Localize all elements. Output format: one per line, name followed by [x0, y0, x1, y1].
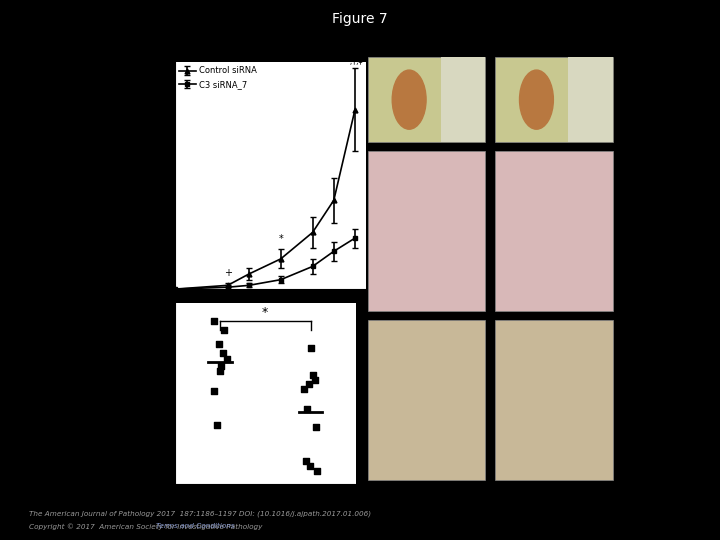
Point — [218, 326, 230, 334]
Point — [305, 344, 316, 353]
X-axis label: Time (days): Time (days) — [241, 313, 299, 323]
Circle shape — [520, 70, 554, 129]
Bar — [368, 320, 485, 480]
Text: +: + — [224, 268, 232, 278]
Text: *,†,‡: *,†,‡ — [347, 57, 363, 66]
Point — [208, 316, 220, 325]
Text: C3 siRNA_7: C3 siRNA_7 — [528, 44, 580, 53]
Text: A: A — [144, 38, 155, 52]
Point — [304, 462, 315, 470]
Point — [303, 380, 315, 389]
Bar — [495, 57, 613, 142]
Point — [307, 371, 319, 380]
Text: The American Journal of Pathology 2017  187:1186–1197 DOI: (10.1016/j.ajpath.201: The American Journal of Pathology 2017 1… — [29, 511, 371, 517]
Y-axis label: % Ki-67 -positive cells: % Ki-67 -positive cells — [140, 343, 149, 443]
Point — [215, 367, 226, 375]
Point — [311, 466, 323, 475]
Bar — [495, 151, 613, 311]
Point — [311, 423, 323, 432]
Text: Ki-67: Ki-67 — [625, 389, 634, 410]
Bar — [368, 57, 485, 142]
Bar — [568, 57, 613, 142]
Point — [217, 348, 229, 357]
Point — [208, 387, 220, 395]
Point — [302, 405, 313, 414]
Text: Terms and Conditions: Terms and Conditions — [156, 523, 234, 530]
Point — [211, 421, 222, 429]
Text: Control siRNA: Control siRNA — [396, 44, 458, 53]
Text: *: * — [262, 306, 269, 319]
Point — [221, 355, 233, 364]
Y-axis label: Tumor volume (mm³): Tumor volume (mm³) — [135, 128, 144, 224]
Point — [213, 339, 225, 348]
Point — [215, 362, 226, 370]
Point — [299, 384, 310, 393]
Circle shape — [392, 70, 426, 129]
Text: H&E: H&E — [625, 222, 634, 240]
Bar — [368, 151, 485, 311]
Text: *: * — [279, 234, 283, 244]
Point — [309, 375, 320, 384]
Text: C: C — [144, 294, 154, 308]
Bar — [441, 57, 485, 142]
Text: Figure 7: Figure 7 — [332, 12, 388, 26]
Text: Copyright © 2017  American Society for Investigative Pathology: Copyright © 2017 American Society for In… — [29, 523, 264, 530]
Legend: Control siRNA, C3 siRNA_7: Control siRNA, C3 siRNA_7 — [179, 66, 257, 89]
Text: B: B — [350, 35, 361, 49]
Point — [301, 457, 312, 466]
Bar — [495, 320, 613, 480]
